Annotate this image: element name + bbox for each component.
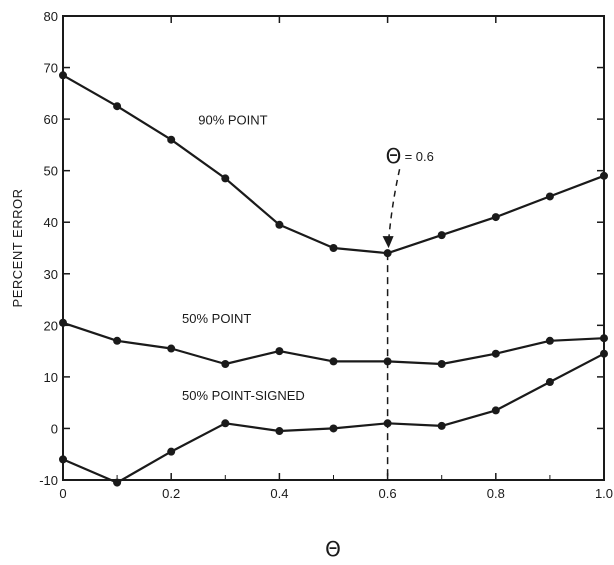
- annotation-arrowhead: [382, 236, 394, 249]
- x-axis-title: Θ: [325, 537, 341, 561]
- data-point: [545, 192, 554, 201]
- x-tick-label: 0.4: [270, 486, 288, 501]
- x-tick-label: 0: [59, 486, 66, 501]
- annotation-theta-symbol: Θ: [386, 144, 402, 168]
- y-tick-label: 30: [44, 267, 58, 282]
- data-point: [59, 455, 67, 464]
- data-point: [221, 360, 230, 368]
- series-group: 90% POINT 50% POINT 50% POINT-SIGNED: [59, 71, 608, 487]
- data-point: [275, 427, 284, 436]
- x-tick-label: 0.6: [379, 486, 397, 501]
- data-point: [383, 419, 392, 428]
- data-point: [491, 406, 500, 415]
- x-tick-label: 0.8: [487, 486, 505, 501]
- data-point: [491, 213, 500, 222]
- data-point: [221, 174, 230, 183]
- data-point: [600, 171, 608, 180]
- data-point: [59, 71, 67, 80]
- data-point: [329, 244, 338, 252]
- y-tick-label: 20: [44, 318, 58, 333]
- data-point: [545, 336, 554, 345]
- x-tick-label: 1.0: [595, 486, 613, 501]
- data-point: [383, 357, 392, 366]
- annotation-label: = 0.6: [405, 149, 434, 164]
- data-point: [437, 421, 446, 430]
- data-point: [437, 360, 446, 368]
- data-point: [113, 336, 122, 345]
- x-tick-label: 0.2: [162, 486, 180, 501]
- theta-annotation: Θ = 0.6: [382, 144, 434, 480]
- y-tick-label: 80: [44, 9, 58, 24]
- series-label: 50% POINT-SIGNED: [182, 388, 305, 403]
- y-tick-label: 60: [44, 112, 58, 127]
- data-point: [59, 318, 67, 327]
- series-label: 50% POINT: [182, 311, 251, 326]
- data-point: [545, 378, 554, 387]
- data-point: [221, 419, 230, 428]
- data-point: [113, 478, 122, 487]
- data-point: [167, 135, 176, 144]
- y-tick-label: 0: [51, 421, 58, 436]
- data-point: [167, 447, 176, 456]
- y-tick-label: -10: [39, 473, 58, 488]
- data-point: [113, 102, 122, 111]
- data-point: [275, 220, 284, 229]
- data-point: [329, 357, 338, 366]
- annotation-arrow: [387, 168, 401, 242]
- data-point: [437, 231, 446, 240]
- series-label: 90% POINT: [198, 112, 267, 127]
- data-point: [275, 347, 284, 356]
- series-line: [62, 74, 605, 255]
- data-point: [491, 349, 500, 358]
- y-tick-label: 70: [44, 61, 58, 76]
- data-point: [167, 344, 176, 353]
- y-axis-title: PERCENT ERROR: [10, 189, 25, 308]
- y-tick-label: 10: [44, 370, 58, 385]
- y-tick-label: 40: [44, 215, 58, 230]
- data-point: [383, 249, 392, 258]
- y-tick-label: 50: [44, 164, 58, 179]
- series-line: [62, 352, 605, 484]
- data-point: [600, 349, 608, 358]
- data-point: [600, 334, 608, 343]
- data-point: [329, 424, 338, 433]
